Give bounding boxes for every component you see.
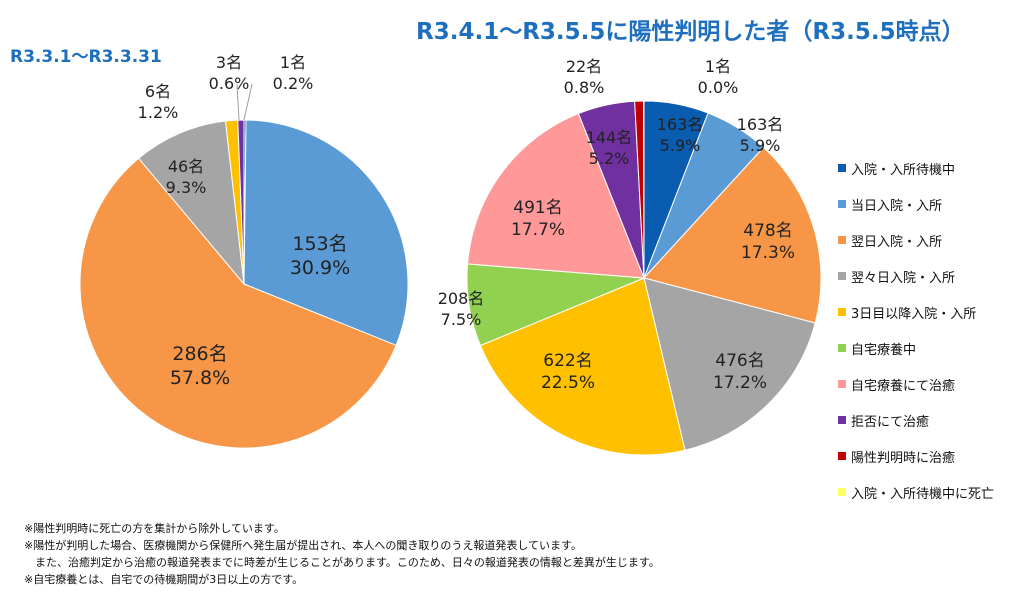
footnote: また、治癒判定から治癒の報道発表までに時差が生じることがあります。このため、日々… (24, 556, 660, 569)
right-pie-chart: 163名 5.9% 163名 5.9% 478名 17.3% 476名 17.2% 622名 22… (438, 57, 822, 456)
legend-swatch (838, 308, 846, 316)
left-chart-title: R3.3.1～R3.3.31 (10, 47, 162, 67)
slice-data-label: 208名 7.5% (438, 289, 485, 329)
legend-swatch (838, 416, 846, 424)
legend-label: 拒否にて治癒 (851, 414, 930, 430)
legend-label: 自宅療養にて治癒 (851, 378, 956, 394)
legend-item: 入院・入所待機中 (838, 150, 994, 186)
pie-slice (643, 277, 816, 451)
slice-data-label: 144名 5.2% (586, 128, 633, 168)
legend-item: 自宅療養中 (838, 330, 994, 366)
legend-item: 3日目以降入院・入所 (838, 294, 994, 330)
legend-label: 翌日入院・入所 (851, 234, 943, 250)
leader-line (243, 83, 253, 121)
left-pie-chart: 1名 0.2% 153名 30.9% 286名 57.8% 46名 9.3% 6名 1.2% 3名 0… (79, 53, 409, 449)
legend-swatch (838, 236, 846, 244)
legend: 入院・入所待機中 当日入院・入所 翌日入院・入所 翌々日入院・入所 3日目以降入… (838, 150, 994, 510)
legend-swatch (838, 452, 846, 460)
legend-swatch (838, 272, 846, 280)
legend-swatch (838, 380, 846, 388)
legend-item: 拒否にて治癒 (838, 402, 994, 438)
legend-item: 翌々日入院・入所 (838, 258, 994, 294)
slice-data-label: 3名 0.6% (209, 53, 250, 93)
slice-data-label: 6名 1.2% (138, 82, 179, 122)
slice-data-label: 163名 5.9% (657, 115, 704, 155)
slice-data-label: 286名 57.8% (170, 343, 230, 389)
legend-swatch (838, 488, 846, 496)
pie-slice (243, 119, 409, 346)
slice-data-label: 1名 0.2% (273, 53, 314, 93)
legend-label: 入院・入所待機中 (851, 162, 956, 178)
footnote: ※自宅療養とは、自宅での待機期間が3日以上の方です。 (24, 573, 304, 586)
slice-data-label: 163名 5.9% (737, 115, 784, 155)
footnotes: ※陽性判明時に死亡の方を集計から除外しています。 ※陽性が判明した場合、医療機関… (24, 520, 660, 588)
pie-slice (137, 120, 245, 286)
legend-item: 自宅療養にて治癒 (838, 366, 994, 402)
slice-data-label: 476名 17.2% (713, 351, 767, 393)
legend-swatch (838, 200, 846, 208)
slice-data-label: 491名 17.7% (511, 198, 565, 240)
pie-slice (79, 157, 397, 449)
slice-data-label: 622名 22.5% (541, 351, 595, 393)
legend-item: 当日入院・入所 (838, 186, 994, 222)
footnote: ※陽性判明時に死亡の方を集計から除外しています。 (24, 522, 285, 535)
legend-label: 陽性判明時に治癒 (851, 450, 956, 466)
legend-label: 翌々日入院・入所 (851, 270, 956, 286)
right-chart-title: R3.4.1～R3.5.5に陽性判明した者（R3.5.5時点） (416, 19, 965, 45)
footnote: ※陽性が判明した場合、医療機関から保健所へ発生届が提出され、本人への聞き取りのう… (24, 539, 582, 552)
slice-data-label: 153名 30.9% (290, 233, 350, 279)
legend-label: 3日目以降入院・入所 (851, 306, 977, 322)
leader-line (236, 83, 240, 121)
legend-label: 入院・入所待機中に死亡 (851, 486, 995, 502)
legend-item: 翌日入院・入所 (838, 222, 994, 258)
legend-swatch (838, 344, 846, 352)
pie-slice (467, 112, 645, 279)
slice-data-label: 478名 17.3% (741, 221, 795, 263)
pie-slice (643, 146, 822, 324)
legend-swatch (838, 164, 846, 172)
pie-slice (479, 277, 686, 456)
legend-label: 自宅療養中 (851, 342, 917, 358)
slice-data-label: 1名 0.0% (698, 57, 739, 97)
slice-data-label: 22名 0.8% (564, 57, 605, 97)
legend-item: 入院・入所待機中に死亡 (838, 474, 994, 510)
legend-item: 陽性判明時に治癒 (838, 438, 994, 474)
legend-label: 当日入院・入所 (851, 198, 943, 214)
slice-data-label: 46名 9.3% (166, 157, 207, 197)
pie-slice (237, 119, 245, 285)
